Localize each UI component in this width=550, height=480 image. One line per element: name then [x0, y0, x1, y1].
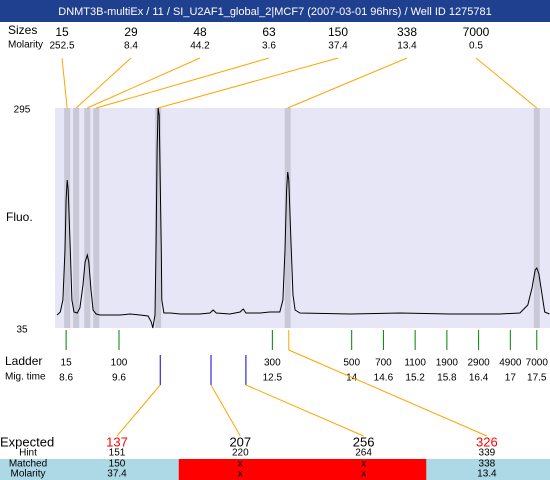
peak-connector [287, 57, 408, 109]
peak-size: 7000 [463, 25, 490, 39]
mig-time-label: Mig. time [5, 372, 46, 383]
peak-molarity: 0.5 [469, 41, 483, 52]
matched-value: 150 [109, 459, 126, 470]
matched-cell [426, 459, 550, 480]
ladder-mig-time: 8.6 [59, 373, 73, 384]
ladder-mig-time: 9.6 [112, 373, 126, 384]
plot-area [55, 108, 550, 328]
hint-label: Hint [19, 448, 37, 459]
peak-molarity: 3.6 [262, 41, 276, 52]
matched-value: x [238, 459, 243, 470]
expected-size: 137 [106, 434, 128, 449]
label-cell [0, 459, 55, 480]
peak-molarity: 8.4 [124, 41, 138, 52]
sizes-label: Sizes [8, 23, 37, 37]
peak-connector [75, 57, 132, 109]
peak-band [155, 108, 162, 328]
peak-connector [475, 57, 538, 109]
molarity-label: Molarity [8, 40, 43, 51]
expected-label: Expected [0, 434, 54, 449]
peak-connector [87, 57, 201, 109]
molarity-value: x [238, 469, 243, 480]
peak-size: 150 [328, 25, 348, 39]
expected-size: 256 [353, 434, 375, 449]
ladder-size: 1100 [404, 358, 426, 369]
ladder-mig-time: 17 [505, 373, 517, 384]
trace [56, 107, 550, 329]
expected-size: 207 [229, 434, 251, 449]
ladder-size: 100 [111, 358, 128, 369]
ladder-mig-time: 15.2 [405, 373, 425, 384]
peak-molarity: 44.2 [190, 41, 210, 52]
peak-band [93, 108, 100, 328]
expected-connector [210, 384, 241, 437]
hint-value: 339 [479, 448, 496, 459]
molarity-value: 13.4 [477, 469, 497, 480]
expected-connector [116, 384, 161, 437]
expected-connector [245, 384, 364, 437]
ladder-size: 7000 [526, 358, 549, 369]
peak-band [533, 108, 540, 328]
y-tick-label: 35 [16, 325, 28, 336]
title-bar [0, 0, 550, 22]
title: DNMT3B-multiEx / 11 / SI_U2AF1_global_2|… [58, 6, 491, 18]
ladder-size: 1900 [436, 358, 459, 369]
matched-value: 338 [479, 459, 496, 470]
peak-band [284, 108, 291, 328]
peak-molarity: 37.4 [328, 41, 348, 52]
y-label: Fluo. [6, 210, 33, 224]
ladder-mig-time: 14.6 [374, 373, 394, 384]
expected-size: 326 [476, 434, 498, 449]
matched-cell [178, 459, 303, 480]
hint-value: 220 [232, 448, 249, 459]
peak-connector [96, 57, 270, 109]
ladder-size: 500 [343, 358, 360, 369]
peak-connector [61, 57, 68, 109]
peak-molarity: 252.5 [49, 41, 74, 52]
ladder-size: 300 [264, 358, 281, 369]
matched-cell [302, 459, 427, 480]
ladder-mig-time: 16.4 [469, 373, 489, 384]
ladder-mig-time: 17.5 [527, 373, 547, 384]
peak-size: 29 [124, 25, 138, 39]
y-tick-label: 295 [14, 105, 31, 116]
peak-size: 338 [397, 25, 417, 39]
ladder-size: 4900 [499, 358, 522, 369]
ladder-mig-time: 14 [346, 373, 358, 384]
hint-value: 264 [355, 448, 372, 459]
peak-connector [157, 57, 339, 109]
peak-band [73, 108, 80, 328]
ladder-label: Ladder [5, 354, 42, 368]
ladder-mig-time: 12.5 [263, 373, 283, 384]
expected-connector [288, 349, 488, 437]
ladder-mig-time: 15.8 [437, 373, 457, 384]
ladder-size: 2900 [467, 358, 490, 369]
ladder-size: 15 [61, 358, 73, 369]
peak-size: 48 [193, 25, 207, 39]
molarity-value: 37.4 [107, 469, 127, 480]
ladder-size: 700 [375, 358, 392, 369]
matched-value: x [361, 459, 366, 470]
molarity-label: Molarity [10, 469, 45, 480]
peak-size: 15 [55, 25, 69, 39]
molarity-value: x [361, 469, 366, 480]
matched-cell [55, 459, 179, 480]
peak-band [84, 108, 91, 328]
peak-molarity: 13.4 [397, 41, 417, 52]
peak-band [64, 108, 71, 328]
peak-size: 63 [262, 25, 276, 39]
hint-value: 151 [109, 448, 126, 459]
matched-label: Matched [9, 459, 47, 470]
